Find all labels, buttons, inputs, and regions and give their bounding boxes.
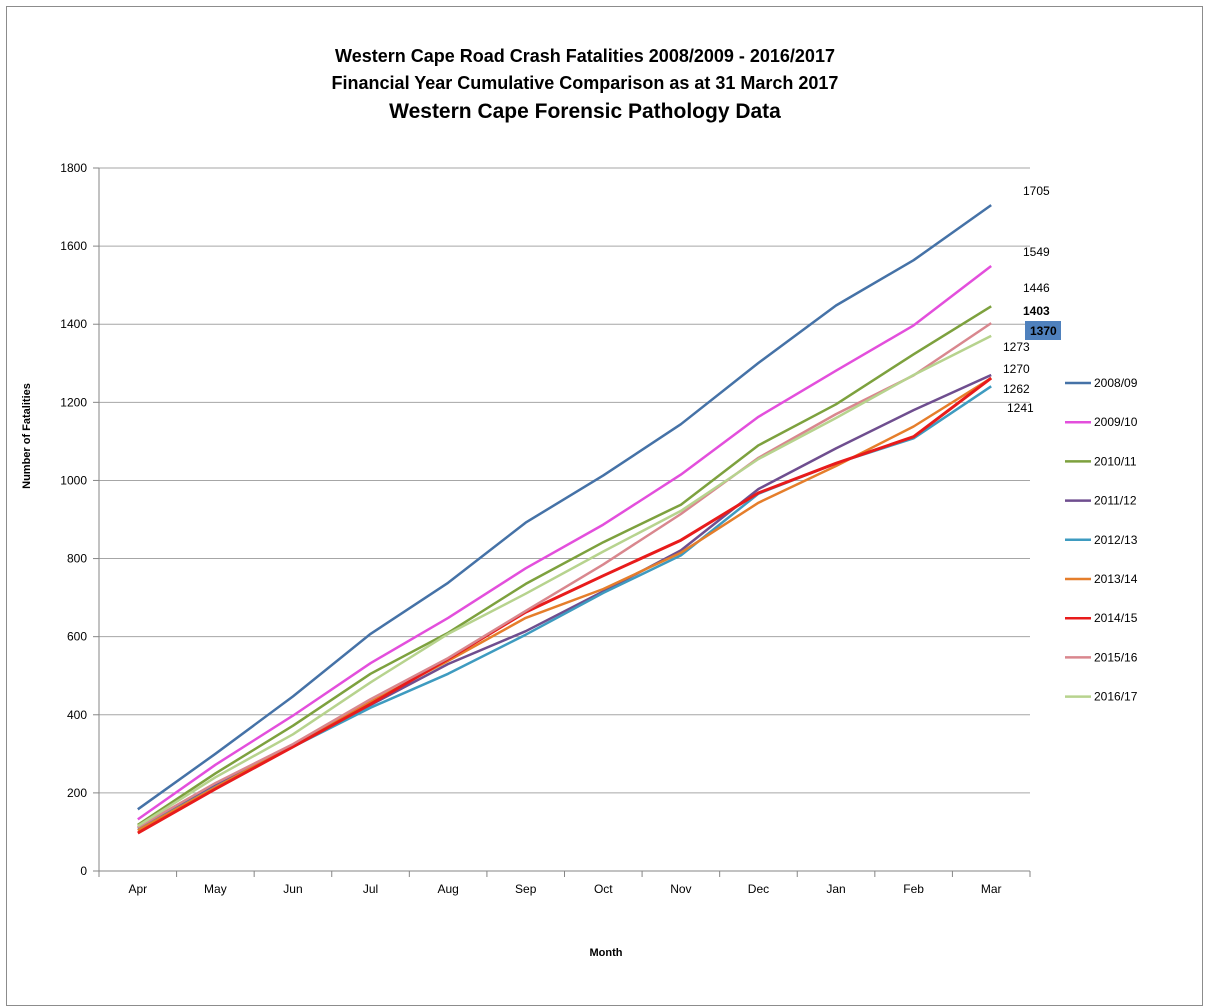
legend-label: 2013/14 — [1094, 572, 1138, 586]
y-tick-label: 1200 — [60, 395, 87, 409]
end-value-label: 1446 — [1023, 281, 1050, 295]
chart-title-line-2: Financial Year Cumulative Comparison as … — [332, 73, 839, 93]
end-value-label: 1549 — [1023, 245, 1050, 259]
x-tick-label: Dec — [748, 882, 769, 896]
end-value-label: 1262 — [1003, 382, 1030, 396]
y-tick-label: 1800 — [60, 161, 87, 175]
series-line-2015-16 — [137, 322, 992, 829]
gridlines — [99, 167, 1030, 794]
end-value-label: 1270 — [1003, 362, 1030, 376]
series-lines — [137, 204, 993, 835]
x-tick-label: Oct — [594, 882, 613, 896]
x-axis-title: Month — [590, 947, 623, 959]
series-line-2009-10 — [137, 265, 992, 821]
x-tick-label: Nov — [670, 882, 691, 896]
end-value-label: 1241 — [1007, 401, 1034, 415]
y-tick-label: 1400 — [60, 317, 87, 331]
series-line-2014-15 — [137, 376, 993, 835]
chart-frame — [6, 6, 1203, 1006]
end-label-highlight — [1025, 321, 1061, 340]
y-tick-label: 1600 — [60, 239, 87, 253]
chart-title-line-3: Western Cape Forensic Pathology Data — [389, 100, 781, 123]
legend-label: 2012/13 — [1094, 533, 1138, 547]
x-tick-label: Jun — [283, 882, 302, 896]
y-tick-label: 400 — [67, 708, 87, 722]
series-line-2008-09 — [137, 204, 992, 811]
chart-title-line-1: Western Cape Road Crash Fatalities 2008/… — [335, 46, 835, 66]
end-value-label: 1705 — [1023, 184, 1050, 198]
x-tick-label: Aug — [437, 882, 458, 896]
x-tick-labels: Apr May Jun Jul Aug Sep Oct Nov Dec Jan Feb Mar — [98, 871, 1031, 896]
legend-label: 2010/11 — [1094, 454, 1137, 468]
end-value-label: 1403 — [1023, 304, 1050, 318]
x-tick-label: Feb — [903, 882, 924, 896]
legend: 2008/09 2009/10 2010/11 2011/12 2012/13 2013/… — [1065, 376, 1138, 704]
legend-label: 2011/12 — [1094, 494, 1137, 508]
y-tick-label: 200 — [67, 786, 87, 800]
end-value-label: 1370 — [1030, 324, 1057, 338]
y-axis-title: Number of Fatalities — [21, 383, 33, 489]
x-tick-label: Mar — [981, 882, 1002, 896]
series-line-2010-11 — [137, 305, 992, 826]
legend-label: 2009/10 — [1094, 415, 1138, 429]
series-line-2016-17 — [137, 334, 992, 828]
y-tick-labels: 0 200 400 600 800 1000 1200 1400 1600 1800 — [60, 161, 99, 878]
y-tick-label: 600 — [67, 630, 87, 644]
x-tick-label: Sep — [515, 882, 537, 896]
x-tick-label: May — [204, 882, 227, 896]
x-tick-label: Jan — [826, 882, 845, 896]
legend-label: 2008/09 — [1094, 376, 1138, 390]
y-tick-label: 800 — [67, 552, 87, 566]
legend-label: 2014/15 — [1094, 611, 1138, 625]
end-value-label: 1273 — [1003, 340, 1030, 354]
y-tick-label: 1000 — [60, 473, 87, 487]
y-tick-label: 0 — [80, 864, 87, 878]
x-tick-label: Jul — [363, 882, 378, 896]
legend-label: 2016/17 — [1094, 690, 1138, 704]
legend-label: 2015/16 — [1094, 650, 1138, 664]
x-tick-label: Apr — [128, 882, 147, 896]
